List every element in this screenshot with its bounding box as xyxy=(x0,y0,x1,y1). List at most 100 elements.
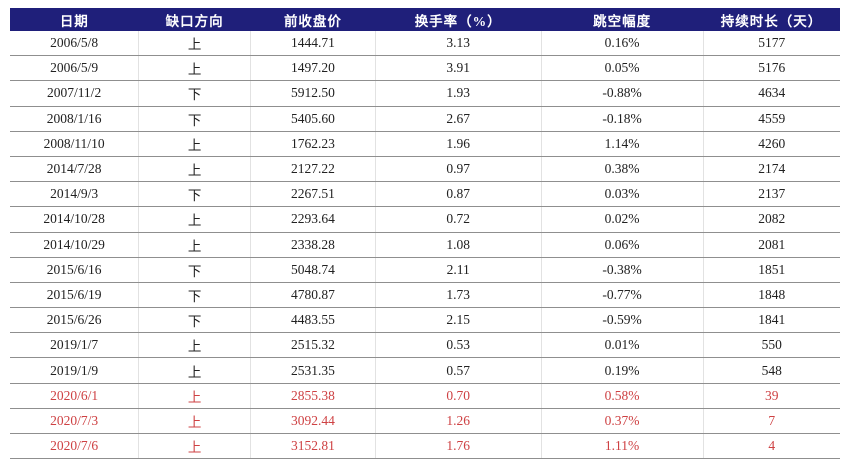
cell-date: 2019/1/7 xyxy=(10,332,139,359)
table-row: 2014/9/3 下 2267.51 0.87 0.03% 2137 xyxy=(10,181,840,208)
cell-duration: 2137 xyxy=(702,181,840,208)
cell-turnover: 3.13 xyxy=(374,31,542,57)
cell-date: 2020/7/3 xyxy=(10,408,139,435)
cell-prev_close: 5912.50 xyxy=(250,80,376,107)
cell-turnover: 0.70 xyxy=(374,383,542,409)
cell-turnover: 1.93 xyxy=(374,80,542,107)
cell-direction: 上 xyxy=(138,31,251,57)
cell-turnover: 0.57 xyxy=(374,357,542,384)
cell-duration: 1841 xyxy=(702,307,840,334)
table-header: 日期 缺口方向 前收盘价 换手率（%） 跳空幅度 持续时长（天） xyxy=(10,8,840,31)
column-header-turnover: 换手率（%） xyxy=(375,8,542,31)
cell-duration: 2174 xyxy=(702,156,840,183)
table-row: 2006/5/8 上 1444.71 3.13 0.16% 5177 xyxy=(10,31,840,57)
cell-direction: 下 xyxy=(138,80,251,107)
header-row: 日期 缺口方向 前收盘价 换手率（%） 跳空幅度 持续时长（天） xyxy=(10,8,840,31)
cell-gap_pct: -0.77% xyxy=(540,282,704,309)
cell-date: 2015/6/16 xyxy=(10,257,139,283)
cell-direction: 下 xyxy=(138,106,251,132)
cell-duration: 1851 xyxy=(702,257,840,283)
cell-prev_close: 4483.55 xyxy=(250,307,376,334)
cell-duration: 4559 xyxy=(702,106,840,132)
cell-duration: 4260 xyxy=(702,131,840,157)
cell-gap_pct: 0.02% xyxy=(540,206,704,233)
cell-prev_close: 1444.71 xyxy=(250,31,376,57)
cell-date: 2006/5/9 xyxy=(10,55,139,82)
table-row: 2014/10/29 上 2338.28 1.08 0.06% 2081 xyxy=(10,232,840,258)
cell-gap_pct: 0.37% xyxy=(540,408,704,435)
table-row: 2014/10/28 上 2293.64 0.72 0.02% 2082 xyxy=(10,206,840,233)
cell-date: 2014/9/3 xyxy=(10,181,139,208)
cell-direction: 上 xyxy=(138,383,251,409)
column-header-date: 日期 xyxy=(10,8,139,31)
table-row: 2014/7/28 上 2127.22 0.97 0.38% 2174 xyxy=(10,156,840,183)
cell-direction: 下 xyxy=(138,282,251,309)
table-body: 2006/5/8 上 1444.71 3.13 0.16% 5177 2006/5/9 上 14… xyxy=(10,31,840,460)
table-row: 2006/5/9 上 1497.20 3.91 0.05% 5176 xyxy=(10,55,840,82)
cell-date: 2008/11/10 xyxy=(10,131,139,157)
cell-date: 2020/7/6 xyxy=(10,433,139,460)
cell-date: 2020/6/1 xyxy=(10,383,139,409)
cell-date: 2007/11/2 xyxy=(10,80,139,107)
gap-statistics-table-wrap: 日期 缺口方向 前收盘价 换手率（%） 跳空幅度 持续时长（天） 2006/5/8 上 144… xyxy=(10,8,840,460)
table-row: 2015/6/16 下 5048.74 2.11 -0.38% 1851 xyxy=(10,257,840,283)
cell-gap_pct: 1.11% xyxy=(540,433,704,460)
column-header-direction: 缺口方向 xyxy=(138,8,251,31)
cell-duration: 550 xyxy=(702,332,840,359)
cell-turnover: 1.73 xyxy=(374,282,542,309)
cell-date: 2015/6/19 xyxy=(10,282,139,309)
cell-direction: 上 xyxy=(138,357,251,384)
cell-direction: 上 xyxy=(138,156,251,183)
cell-turnover: 1.96 xyxy=(374,131,542,157)
table-row: 2015/6/26 下 4483.55 2.15 -0.59% 1841 xyxy=(10,307,840,334)
cell-prev_close: 1762.23 xyxy=(250,131,376,157)
column-header-gap_pct: 跳空幅度 xyxy=(541,8,704,31)
cell-prev_close: 3152.81 xyxy=(250,433,376,460)
table-row: 2007/11/2 下 5912.50 1.93 -0.88% 4634 xyxy=(10,80,840,107)
table-row: 2020/6/1 上 2855.38 0.70 0.58% 39 xyxy=(10,383,840,409)
table-row: 2019/1/7 上 2515.32 0.53 0.01% 550 xyxy=(10,332,840,359)
cell-turnover: 1.08 xyxy=(374,232,542,258)
cell-prev_close: 2293.64 xyxy=(250,206,376,233)
cell-gap_pct: 0.16% xyxy=(540,31,704,57)
table-row: 2008/1/16 下 5405.60 2.67 -0.18% 4559 xyxy=(10,106,840,132)
cell-direction: 上 xyxy=(138,332,251,359)
cell-duration: 2081 xyxy=(702,232,840,258)
cell-gap_pct: -0.38% xyxy=(540,257,704,283)
gap-statistics-table: 日期 缺口方向 前收盘价 换手率（%） 跳空幅度 持续时长（天） 2006/5/8 上 144… xyxy=(10,8,840,460)
cell-direction: 下 xyxy=(138,181,251,208)
cell-prev_close: 2267.51 xyxy=(250,181,376,208)
column-header-duration: 持续时长（天） xyxy=(703,8,840,31)
cell-turnover: 0.53 xyxy=(374,332,542,359)
cell-gap_pct: 0.19% xyxy=(540,357,704,384)
cell-turnover: 3.91 xyxy=(374,55,542,82)
cell-gap_pct: -0.88% xyxy=(540,80,704,107)
table-row: 2008/11/10 上 1762.23 1.96 1.14% 4260 xyxy=(10,131,840,157)
cell-turnover: 0.87 xyxy=(374,181,542,208)
cell-turnover: 0.97 xyxy=(374,156,542,183)
cell-prev_close: 5405.60 xyxy=(250,106,376,132)
cell-gap_pct: 1.14% xyxy=(540,131,704,157)
cell-gap_pct: 0.38% xyxy=(540,156,704,183)
cell-direction: 上 xyxy=(138,232,251,258)
cell-duration: 1848 xyxy=(702,282,840,309)
cell-turnover: 0.72 xyxy=(374,206,542,233)
cell-gap_pct: -0.18% xyxy=(540,106,704,132)
cell-gap_pct: 0.03% xyxy=(540,181,704,208)
cell-prev_close: 4780.87 xyxy=(250,282,376,309)
cell-date: 2015/6/26 xyxy=(10,307,139,334)
cell-duration: 39 xyxy=(702,383,840,409)
cell-direction: 上 xyxy=(138,433,251,460)
cell-gap_pct: 0.01% xyxy=(540,332,704,359)
cell-gap_pct: 0.06% xyxy=(540,232,704,258)
cell-gap_pct: 0.05% xyxy=(540,55,704,82)
cell-turnover: 2.15 xyxy=(374,307,542,334)
cell-duration: 2082 xyxy=(702,206,840,233)
cell-duration: 5177 xyxy=(702,31,840,57)
column-header-prev_close: 前收盘价 xyxy=(250,8,376,31)
cell-date: 2014/7/28 xyxy=(10,156,139,183)
cell-prev_close: 2515.32 xyxy=(250,332,376,359)
cell-date: 2014/10/29 xyxy=(10,232,139,258)
cell-turnover: 2.67 xyxy=(374,106,542,132)
cell-duration: 4 xyxy=(702,433,840,460)
